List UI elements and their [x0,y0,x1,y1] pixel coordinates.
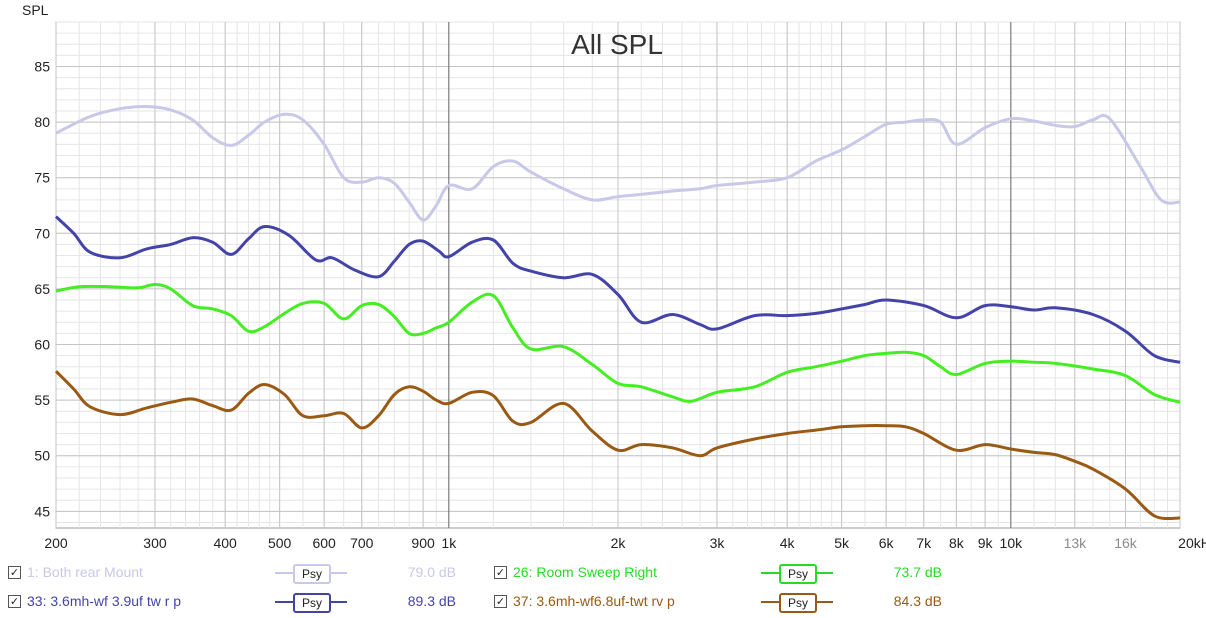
y-tick-label: 55 [34,392,50,408]
x-tick-label: 20kHz [1178,535,1206,551]
x-tick-label: 4k [780,535,796,551]
grid [55,21,1181,528]
x-tick-label: 1k [441,535,457,551]
series-layer [54,104,1181,521]
x-axis: 200 300 400 500 600 700 900 1k 2k 3k 4k 5k 6k 7k 8k 9k 1… [44,535,1206,551]
y-tick-label: 80 [34,114,50,130]
x-tick-label: 16k [1114,535,1138,551]
psy-control[interactable]: Psy [761,593,833,613]
y-tick-label: 45 [34,503,50,519]
x-tick-label: 400 [213,535,237,551]
series-line-2 [55,283,1181,404]
x-tick-label: 9k [978,535,994,551]
y-axis: 45 50 55 60 65 70 75 80 85 [34,58,50,519]
series-line-0 [55,104,1181,222]
legend-item-value: 89.3 dB [407,593,456,609]
psy-control[interactable]: Psy [275,593,347,613]
y-tick-label: 50 [34,448,50,464]
legend-item-label: 33: 3.6mh-wf 3.9uf tw r p [27,593,182,609]
y-tick-label: 60 [34,337,50,353]
x-tick-label: 2k [611,535,627,551]
legend-item-value: 73.7 dB [893,564,942,580]
x-tick-label: 300 [143,535,167,551]
legend-checkbox[interactable]: ✓ [8,566,21,579]
x-tick-label: 3k [710,535,726,551]
x-tick-label: 6k [879,535,895,551]
x-tick-label: 600 [312,535,336,551]
x-tick-label: 8k [949,535,965,551]
y-tick-label: 65 [34,281,50,297]
x-tick-label: 13k [1064,535,1088,551]
y-tick-label: 75 [34,170,50,186]
legend-item-label: 37: 3.6mh-wf6.8uf-twt rv p [513,593,675,609]
legend-item-value: 79.0 dB [407,564,456,580]
legend-checkbox[interactable]: ✓ [8,595,21,608]
x-tick-label: 10k [1000,535,1024,551]
y-axis-label: SPL [22,2,49,18]
x-tick-label: 700 [350,535,374,551]
x-tick-label: 900 [411,535,435,551]
x-tick-label: 500 [268,535,292,551]
legend-item-label: 26: Room Sweep Right [513,564,657,580]
psy-control[interactable]: Psy [275,564,347,584]
chart-title: All SPL [571,29,663,60]
y-tick-label: 85 [34,58,50,74]
legend-checkbox[interactable]: ✓ [494,566,507,579]
y-tick-label: 70 [34,225,50,241]
x-tick-label: 200 [44,535,68,551]
series-line-3 [54,370,1181,521]
legend-item-label: 1: Both rear Mount [27,564,143,580]
psy-control[interactable]: Psy [761,564,833,584]
series-line-1 [54,215,1181,364]
x-tick-label: 7k [916,535,932,551]
x-tick-label: 5k [834,535,850,551]
legend-item-value: 84.3 dB [893,593,942,609]
legend-checkbox[interactable]: ✓ [494,595,507,608]
